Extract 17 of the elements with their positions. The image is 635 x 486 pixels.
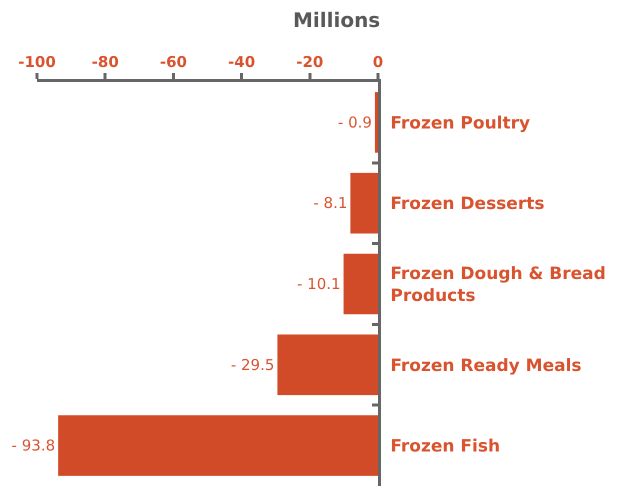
data-label: - 10.1 [296,275,341,293]
x-axis-title: Millions [293,8,380,32]
data-label: - 8.1 [313,194,348,212]
x-tick-label: 0 [372,53,384,71]
x-tick-label: -100 [18,53,56,71]
y-tick-label: Frozen Desserts [390,194,544,214]
data-label: - 93.8 [12,436,56,455]
y-tick-label: Frozen Fish [390,436,500,457]
data-label: - 0.9 [338,113,372,132]
data-label: - 29.5 [230,356,274,374]
x-tick-label: -40 [228,53,256,71]
x-tick-label: -60 [160,53,187,71]
y-tick-label: Frozen Poultry [390,113,530,134]
x-tick-label: -20 [296,53,324,71]
y-tick-label: Frozen Dough & Bread Products [390,264,606,306]
y-tick-label: Frozen Ready Meals [390,356,582,376]
x-tick-label: -80 [92,53,119,71]
